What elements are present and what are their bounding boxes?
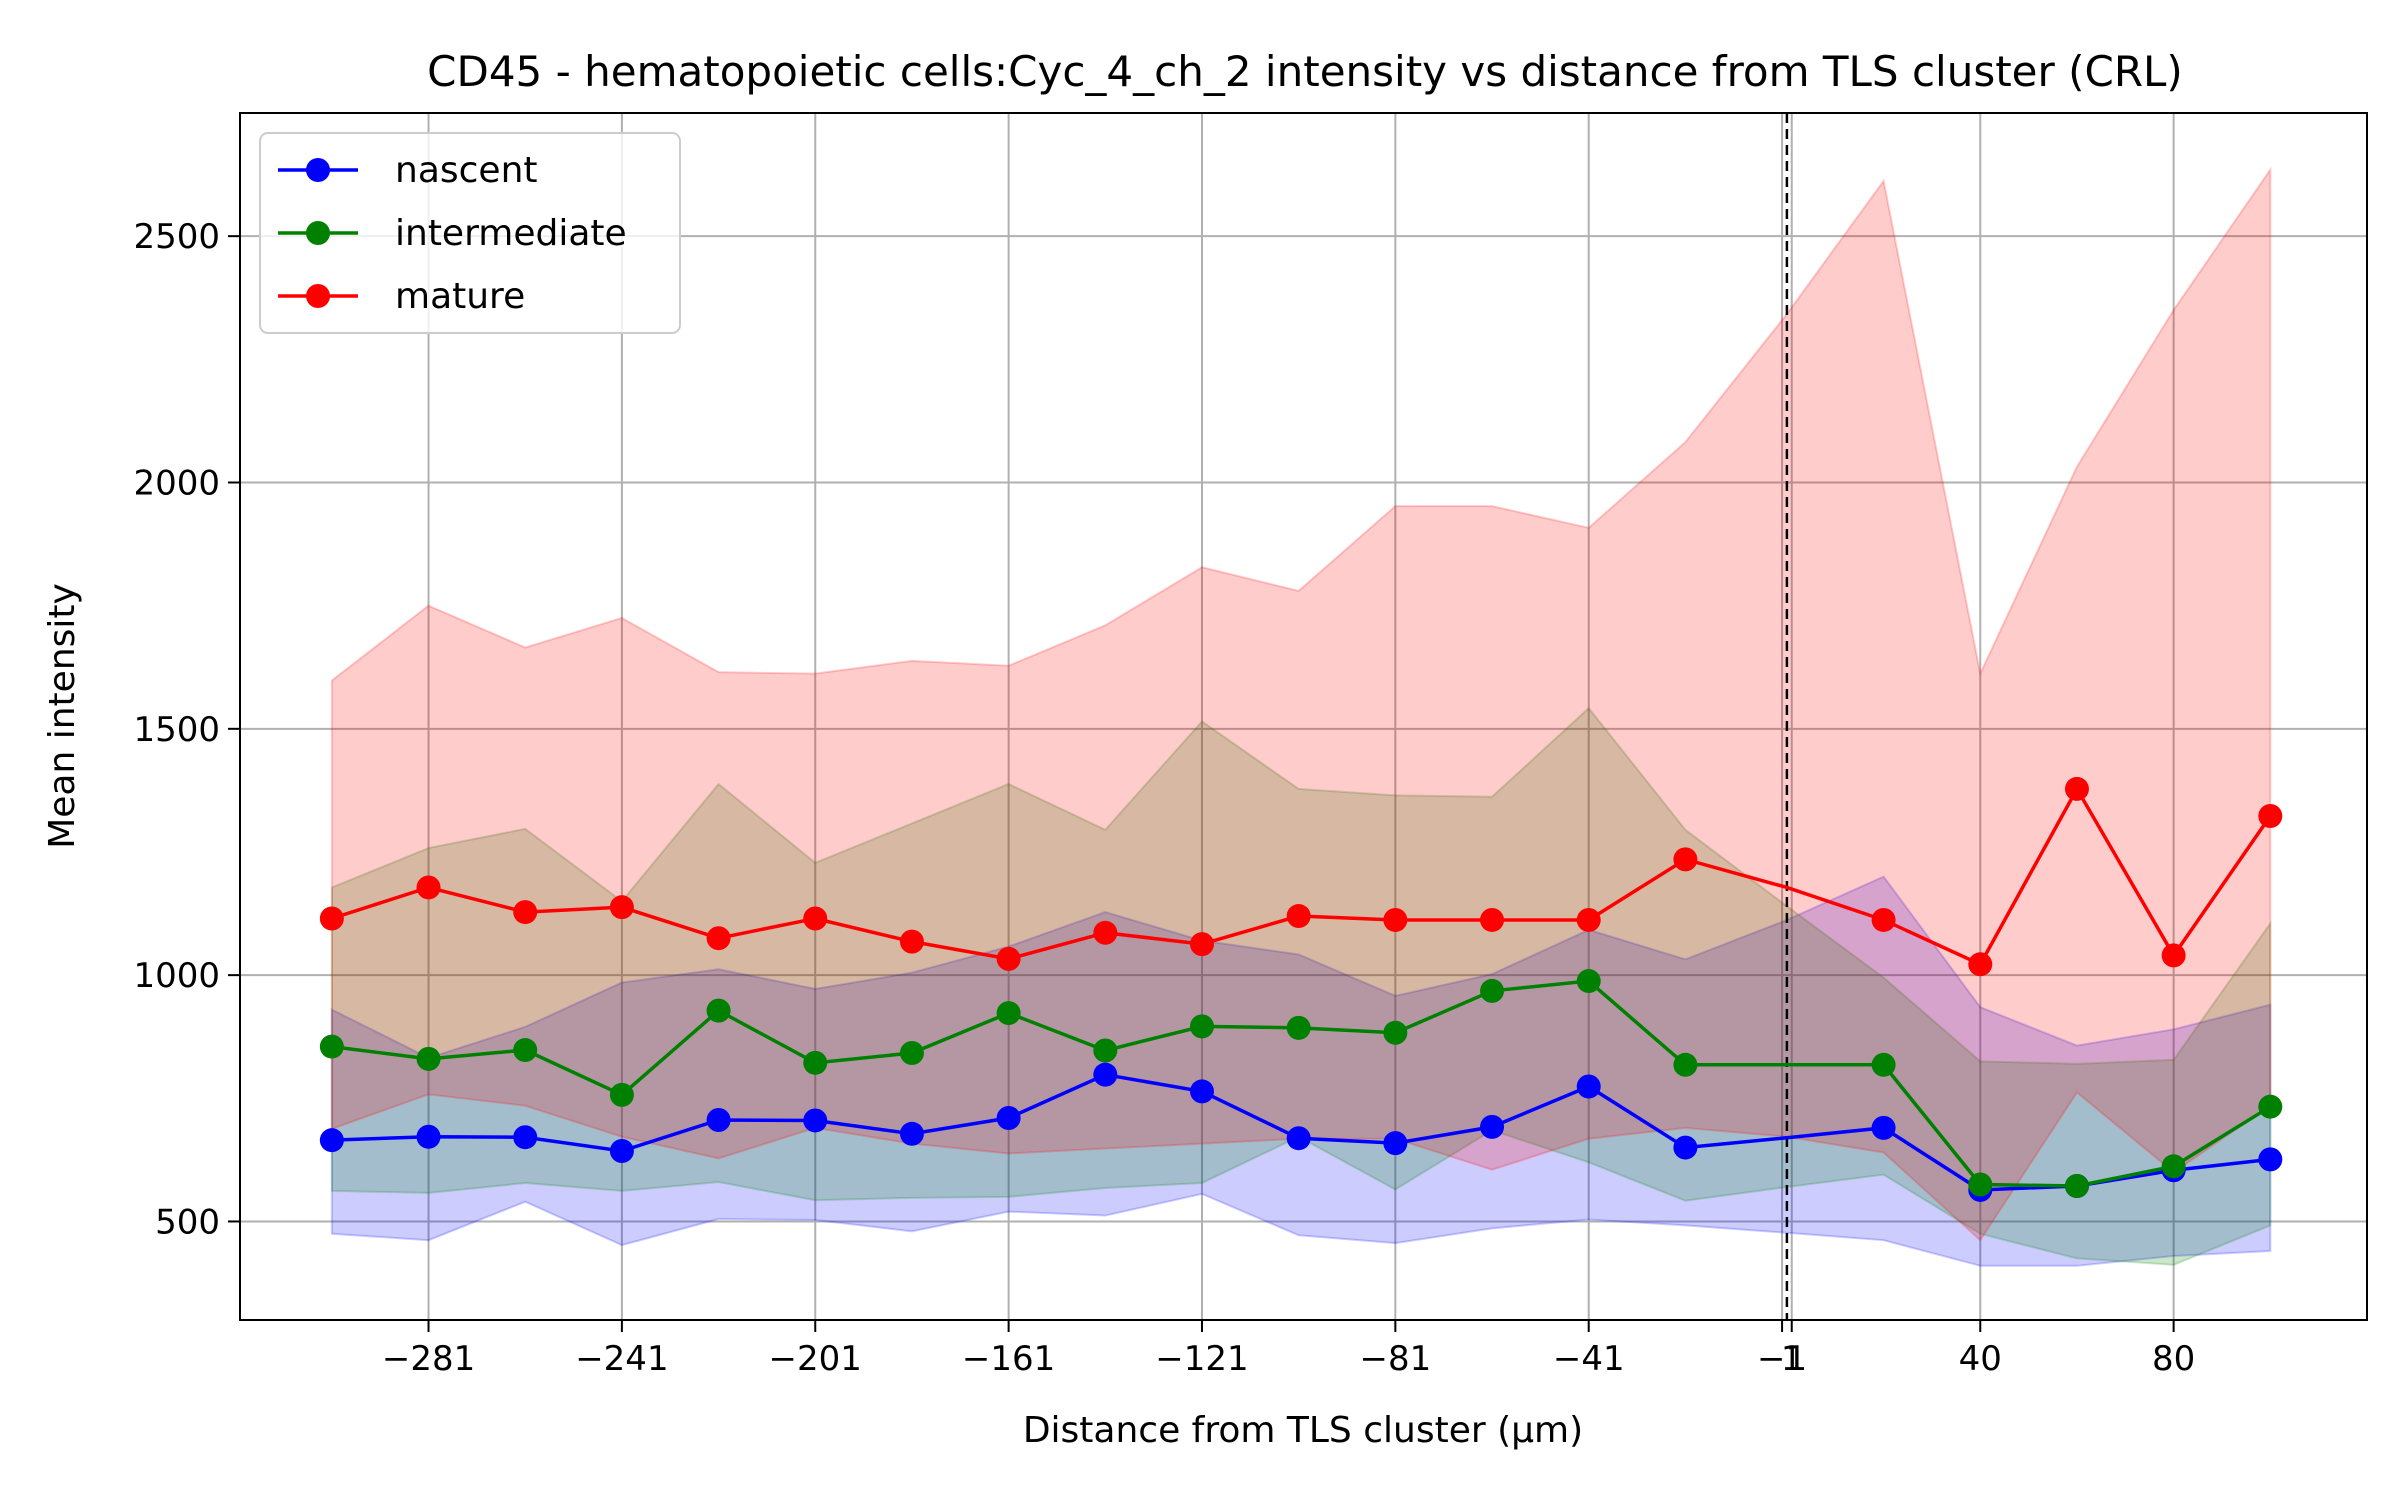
plot-area-frame	[239, 112, 2368, 1321]
point-intermediate	[899, 1040, 924, 1065]
x-tick-label: −121	[1155, 1339, 1248, 1379]
point-intermediate	[1286, 1015, 1311, 1040]
point-nascent	[996, 1106, 1021, 1131]
point-mature	[1576, 907, 1601, 932]
x-tick-label: −281	[382, 1339, 475, 1379]
point-intermediate	[513, 1038, 538, 1063]
x-tick-label: −201	[769, 1339, 862, 1379]
legend-label-intermediate: intermediate	[395, 213, 627, 254]
point-nascent	[706, 1107, 731, 1132]
point-nascent	[416, 1124, 441, 1149]
y-tick-label: 500	[155, 1202, 220, 1242]
x-tick-label: −1	[1757, 1339, 1807, 1379]
x-tick-label: −81	[1359, 1339, 1431, 1379]
point-mature	[2258, 804, 2283, 829]
x-axis-label: Distance from TLS cluster (μm)	[1023, 1410, 1583, 1451]
legend-items: nascent intermediate mature	[278, 150, 627, 317]
y-tick-label: 2000	[133, 463, 220, 503]
point-mature	[1286, 904, 1311, 929]
point-intermediate	[1673, 1052, 1698, 1077]
point-mature	[1093, 920, 1118, 945]
point-mature	[1871, 907, 1896, 932]
point-nascent	[1576, 1074, 1601, 1099]
chart-title: CD45 - hematopoietic cells:Cyc_4_ch_2 in…	[427, 47, 2183, 96]
point-nascent	[1189, 1079, 1214, 1104]
point-mature	[899, 929, 924, 954]
point-nascent	[803, 1108, 828, 1133]
point-mature	[2064, 776, 2089, 801]
point-intermediate	[803, 1050, 828, 1075]
point-mature	[706, 926, 731, 951]
legend-swatch-marker-intermediate	[306, 221, 330, 245]
point-nascent	[319, 1128, 344, 1153]
x-tick-label: −241	[575, 1339, 668, 1379]
point-nascent	[2258, 1147, 2283, 1172]
y-tick-label: 1500	[133, 710, 220, 750]
x-tick-label: −41	[1553, 1339, 1625, 1379]
point-nascent	[899, 1121, 924, 1146]
legend: nascent intermediate mature	[259, 132, 681, 334]
y-tick-label: 1000	[133, 956, 220, 996]
point-intermediate	[1871, 1052, 1896, 1077]
point-mature	[513, 900, 538, 925]
point-nascent	[1480, 1114, 1505, 1139]
point-mature	[1480, 907, 1505, 932]
legend-label-mature: mature	[395, 276, 525, 317]
x-tick-label: 80	[2152, 1339, 2195, 1379]
point-intermediate	[2258, 1094, 2283, 1119]
legend-swatch-marker-mature	[306, 284, 330, 308]
point-nascent	[1093, 1062, 1118, 1087]
band-nascent	[330, 875, 2272, 1267]
point-intermediate	[996, 1001, 1021, 1026]
point-nascent	[1871, 1115, 1896, 1140]
legend-label-nascent: nascent	[395, 150, 538, 191]
point-mature	[416, 875, 441, 900]
y-axis-ticks: 500 1000 1500 2000 2500	[133, 217, 240, 1242]
point-mature	[1383, 907, 1408, 932]
series-points	[319, 776, 2283, 1202]
point-intermediate	[1480, 978, 1505, 1003]
point-intermediate	[706, 998, 731, 1023]
point-intermediate	[1383, 1020, 1408, 1045]
point-intermediate	[1189, 1014, 1214, 1039]
point-mature	[319, 906, 344, 931]
point-nascent	[1383, 1131, 1408, 1156]
y-axis-label: Mean intensity	[42, 583, 83, 849]
legend-swatch-marker-nascent	[306, 158, 330, 182]
point-mature	[609, 895, 634, 920]
legend-frame	[259, 132, 681, 334]
point-intermediate	[609, 1082, 634, 1107]
x-tick-label: −161	[962, 1339, 1055, 1379]
point-mature	[2161, 943, 2186, 968]
point-mature	[996, 946, 1021, 971]
point-mature	[1968, 952, 1993, 977]
point-intermediate	[2064, 1173, 2089, 1198]
x-axis-ticks: −281 −241 −201 −161 −121 −81 −41 −11 40 80	[382, 1320, 2195, 1379]
point-nascent	[609, 1139, 634, 1164]
point-intermediate	[1968, 1172, 1993, 1197]
x-tick-label: 40	[1959, 1339, 2002, 1379]
point-intermediate	[1093, 1038, 1118, 1063]
point-mature	[1189, 932, 1214, 957]
point-intermediate	[2161, 1154, 2186, 1179]
point-intermediate	[1576, 969, 1601, 994]
y-tick-label: 2500	[133, 217, 220, 257]
x-tick-label: 1	[1781, 1339, 1803, 1379]
point-nascent	[513, 1125, 538, 1150]
point-intermediate	[416, 1046, 441, 1071]
point-nascent	[1673, 1135, 1698, 1160]
point-mature	[1673, 847, 1698, 872]
point-intermediate	[319, 1034, 344, 1059]
point-nascent	[1286, 1126, 1311, 1151]
point-mature	[803, 906, 828, 931]
